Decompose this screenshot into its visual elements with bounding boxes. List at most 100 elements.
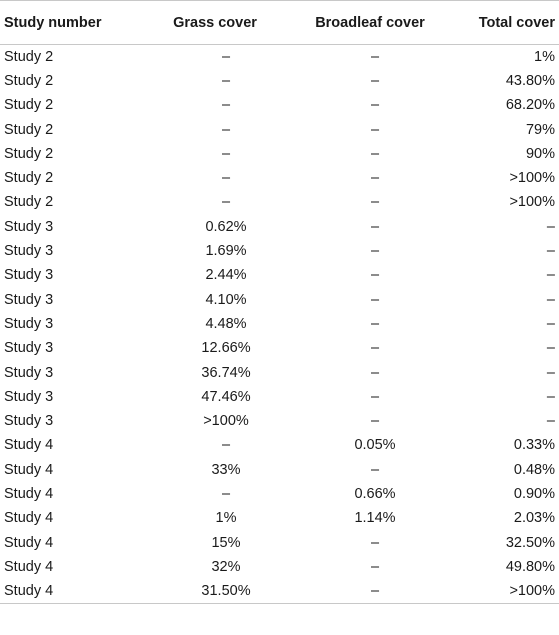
cell-study-number: Study 3	[4, 243, 54, 260]
table-row: Study 3 4.10% – –	[0, 287, 559, 311]
header-study-number: Study number	[0, 0, 140, 45]
cell-grass-cover: –	[221, 48, 231, 65]
cell-total-cover: 79%	[525, 121, 555, 138]
cell-broadleaf-cover: –	[370, 558, 380, 575]
cell-total-cover: 1%	[534, 48, 555, 65]
cell-study-number: Study 3	[4, 340, 54, 357]
cell-grass-cover: 12.66%	[201, 340, 251, 357]
cell-total-cover: –	[546, 364, 555, 381]
cell-study-number: Study 3	[4, 291, 54, 308]
cell-broadleaf-cover: –	[370, 145, 380, 162]
cell-total-cover: –	[546, 388, 555, 405]
cell-broadleaf-cover: –	[370, 97, 380, 114]
cell-broadleaf-cover: –	[370, 194, 380, 211]
cell-grass-cover: 47.46%	[201, 388, 251, 405]
cell-study-number: Study 4	[4, 534, 54, 551]
cell-total-cover: 0.33%	[513, 437, 555, 454]
cell-study-number: Study 3	[4, 315, 54, 332]
table-row: Study 3 0.62% – –	[0, 215, 559, 239]
cell-grass-cover: 1.69%	[205, 243, 247, 260]
cell-study-number: Study 4	[4, 461, 54, 478]
cell-broadleaf-cover: –	[370, 267, 380, 284]
cell-study-number: Study 2	[4, 97, 54, 114]
cell-broadleaf-cover: –	[370, 48, 380, 65]
cell-grass-cover: 1%	[215, 510, 237, 527]
cover-data-table: Study number Grass cover Broadleaf cover…	[0, 0, 559, 604]
table-row: Study 3 36.74% – –	[0, 360, 559, 384]
cell-grass-cover: 4.10%	[205, 291, 247, 308]
table-header: Study number Grass cover Broadleaf cover…	[0, 0, 559, 45]
cell-broadleaf-cover: –	[370, 218, 380, 235]
cell-total-cover: –	[546, 340, 555, 357]
cell-study-number: Study 2	[4, 145, 54, 162]
cell-total-cover: –	[546, 267, 555, 284]
cell-broadleaf-cover: –	[370, 340, 380, 357]
cell-grass-cover: –	[221, 170, 231, 187]
cell-broadleaf-cover: –	[370, 461, 380, 478]
cell-grass-cover: 4.48%	[205, 315, 247, 332]
cell-grass-cover: 15%	[211, 534, 241, 551]
cell-study-number: Study 4	[4, 437, 54, 454]
cell-study-number: Study 4	[0, 579, 140, 604]
table-row: Study 4 15% – 32.50%	[0, 530, 559, 554]
cell-total-cover: >100%	[509, 194, 555, 211]
cell-broadleaf-cover: –	[290, 579, 450, 604]
cell-total-cover: 32.50%	[505, 534, 555, 551]
table-row: Study 4 31.50% – >100%	[0, 579, 559, 604]
cell-study-number: Study 2	[4, 121, 54, 138]
cell-broadleaf-cover: 1.14%	[354, 510, 396, 527]
cell-broadleaf-cover: –	[370, 243, 380, 260]
cell-total-cover: 90%	[525, 145, 555, 162]
cell-grass-cover: –	[221, 437, 231, 454]
cell-study-number: Study 3	[4, 364, 54, 381]
table-row: Study 3 12.66% – –	[0, 336, 559, 360]
cell-study-number: Study 2	[4, 194, 54, 211]
cell-total-cover: –	[546, 315, 555, 332]
header-total-cover: Total cover	[450, 0, 559, 45]
header-broadleaf-cover: Broadleaf cover	[290, 0, 450, 45]
cell-broadleaf-cover: –	[370, 534, 380, 551]
cell-total-cover: 0.48%	[513, 461, 555, 478]
table-row: Study 2 – – 79%	[0, 117, 559, 141]
cell-grass-cover: –	[221, 121, 231, 138]
table-row: Study 2 – – 1%	[0, 45, 559, 69]
cell-study-number: Study 2	[4, 48, 54, 65]
cell-broadleaf-cover: –	[370, 72, 380, 89]
table-row: Study 2 – – >100%	[0, 190, 559, 214]
cell-total-cover: –	[546, 291, 555, 308]
cell-study-number: Study 3	[4, 267, 54, 284]
cell-broadleaf-cover: 0.05%	[354, 437, 396, 454]
table-row: Study 2 – – 43.80%	[0, 69, 559, 93]
cell-study-number: Study 2	[4, 72, 54, 89]
cell-grass-cover: 32%	[211, 558, 241, 575]
cell-total-cover: >100%	[509, 170, 555, 187]
cell-study-number: Study 3	[4, 218, 54, 235]
cell-study-number: Study 4	[4, 510, 54, 527]
table-body: Study 2 – – 1% Study 2 – – 43.80% Study 2 – – 68.20…	[0, 45, 559, 604]
cell-total-cover: 2.03%	[513, 510, 555, 527]
cell-grass-cover: –	[221, 194, 231, 211]
table-row: Study 2 – – 68.20%	[0, 93, 559, 117]
cell-broadleaf-cover: –	[370, 315, 380, 332]
cell-grass-cover: –	[221, 72, 231, 89]
cell-grass-cover: –	[221, 145, 231, 162]
cell-total-cover: 49.80%	[505, 558, 555, 575]
table-row: Study 3 47.46% – –	[0, 385, 559, 409]
cell-study-number: Study 4	[4, 485, 54, 502]
cell-study-number: Study 3	[4, 388, 54, 405]
cell-broadleaf-cover: –	[370, 121, 380, 138]
cell-grass-cover: 0.62%	[205, 218, 247, 235]
table-row: Study 2 – – 90%	[0, 142, 559, 166]
cell-grass-cover: 36.74%	[201, 364, 251, 381]
cell-total-cover: >100%	[450, 579, 559, 604]
cell-study-number: Study 2	[4, 170, 54, 187]
cell-grass-cover: –	[221, 485, 231, 502]
cell-broadleaf-cover: –	[370, 170, 380, 187]
cell-grass-cover: >100%	[203, 413, 249, 430]
cell-total-cover: –	[546, 243, 555, 260]
cell-study-number: Study 3	[4, 413, 54, 430]
cell-grass-cover: 31.50%	[140, 579, 290, 604]
header-grass-cover: Grass cover	[140, 0, 290, 45]
table-row: Study 4 – 0.66% 0.90%	[0, 482, 559, 506]
